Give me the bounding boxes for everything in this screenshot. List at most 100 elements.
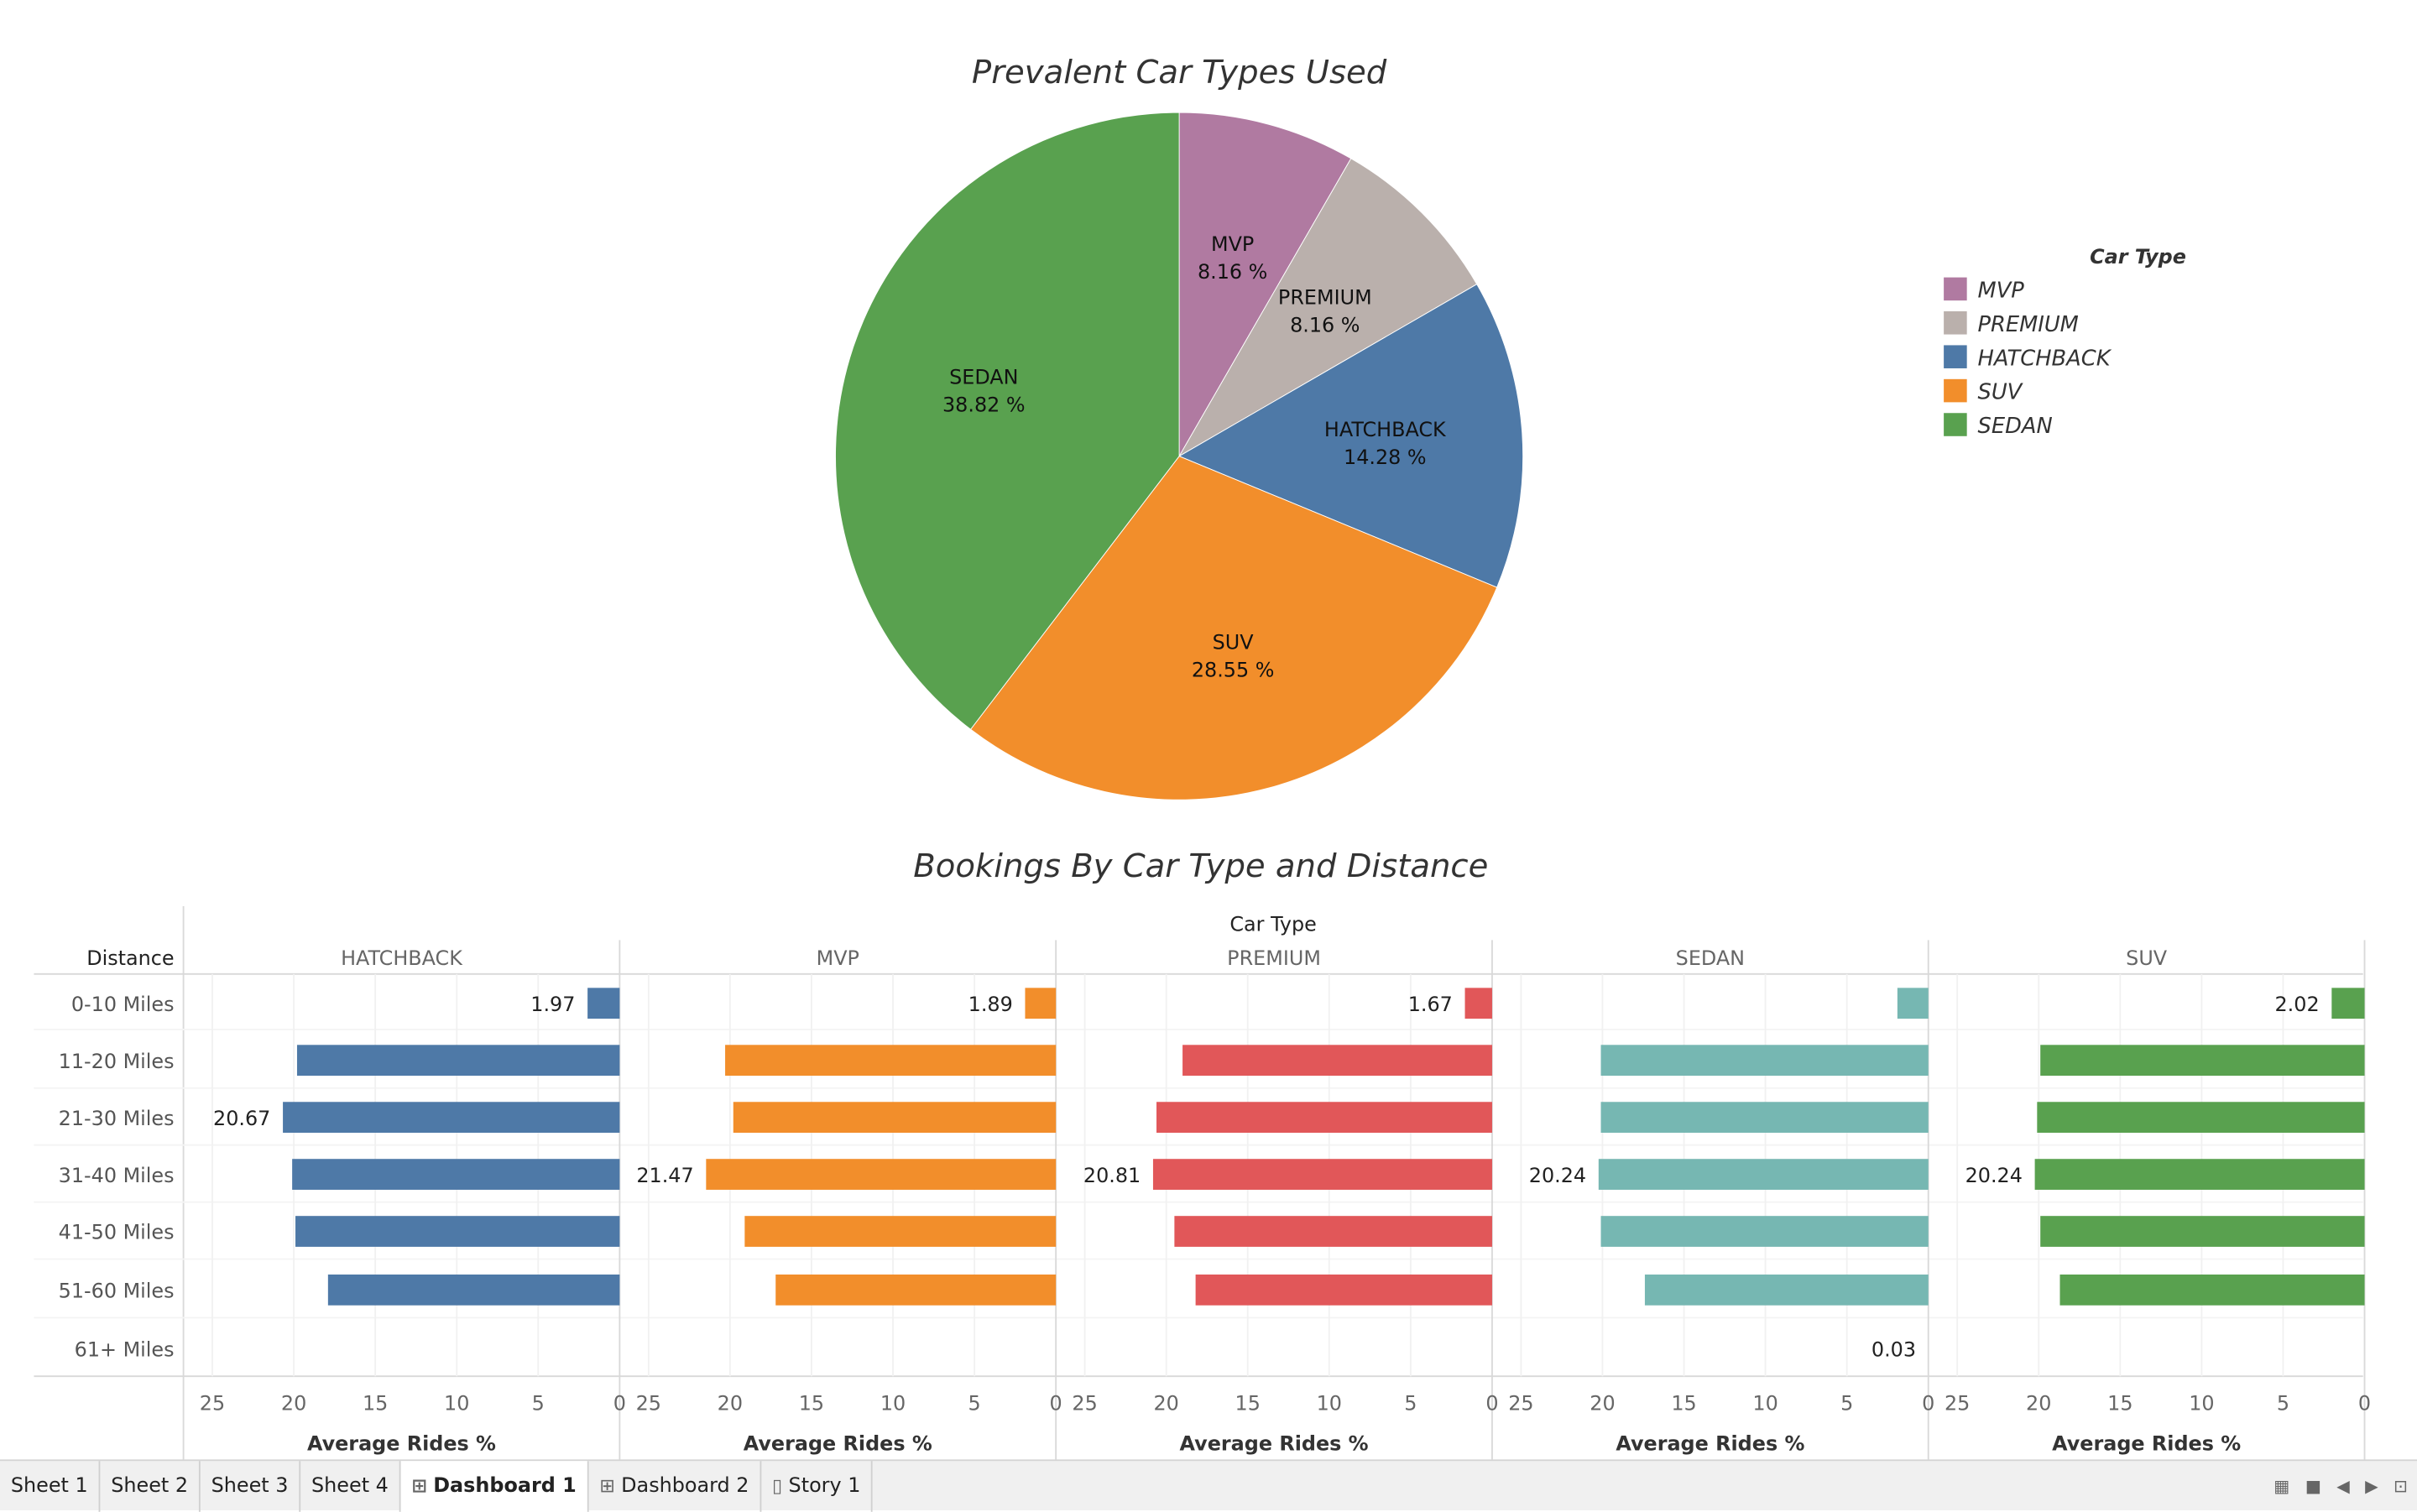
legend-item-hatchback[interactable]: HATCHBACK <box>1978 346 2112 371</box>
tab-label: Sheet 4 <box>311 1473 389 1498</box>
bar-mvp-1[interactable] <box>725 1045 1057 1077</box>
x-tick-label: 5 <box>1404 1392 1417 1416</box>
next-sheet-icon[interactable]: ▶ <box>2365 1476 2378 1497</box>
legend-item-suv[interactable]: SUV <box>1978 380 2024 405</box>
slice-label: MVP <box>1211 232 1254 256</box>
bar-mvp-5[interactable] <box>775 1274 1057 1306</box>
tab-label: Sheet 3 <box>211 1473 289 1498</box>
tab-dashboard-1[interactable]: ⊞ Dashboard 1 <box>400 1460 589 1511</box>
bar-premium-0[interactable] <box>1464 988 1492 1019</box>
legend-swatch[interactable] <box>1944 277 1967 301</box>
pie-slice-hatchback[interactable] <box>1178 284 1524 588</box>
bar-chart-title: Bookings By Car Type and Distance <box>913 847 1488 885</box>
legend-swatch[interactable] <box>1944 311 1967 335</box>
slice-value-label: 28.55 % <box>1192 659 1275 682</box>
legend-swatch[interactable] <box>1944 378 1967 403</box>
bar-sedan-2[interactable] <box>1600 1102 1929 1133</box>
tab-sheet-3[interactable]: Sheet 3 <box>201 1460 301 1511</box>
bar-mvp-3[interactable] <box>706 1159 1057 1190</box>
bar-premium-4[interactable] <box>1174 1216 1492 1247</box>
x-tick-label: 20 <box>718 1392 743 1416</box>
pie-slice-sedan[interactable] <box>835 112 1180 730</box>
x-tick-label: 25 <box>636 1392 661 1416</box>
filmstrip-icon[interactable]: ■ <box>2305 1476 2321 1497</box>
bar-sedan-5[interactable] <box>1644 1274 1929 1306</box>
panel-header-mvp: MVP <box>817 946 859 970</box>
status-bar-controls: ▦ ■ ◀ ▶ ⊡ <box>2273 1461 2417 1512</box>
x-tick-label: 5 <box>1840 1392 1853 1416</box>
tab-label: Story 1 <box>788 1473 861 1498</box>
pie-slice-mvp[interactable] <box>1178 112 1352 458</box>
row-label: 31-40 Miles <box>59 1164 175 1187</box>
tab-label: Sheet 1 <box>10 1473 88 1498</box>
x-tick-label: 5 <box>2277 1392 2289 1416</box>
x-tick-label: 20 <box>281 1392 306 1416</box>
tab-dashboard-2[interactable]: ⊞ Dashboard 2 <box>588 1460 762 1511</box>
bar-premium-1[interactable] <box>1182 1045 1492 1077</box>
bar-hatchback-4[interactable] <box>295 1216 620 1247</box>
bar-sedan-1[interactable] <box>1600 1045 1929 1077</box>
bar-suv-2[interactable] <box>2037 1102 2365 1133</box>
bar-hatchback-5[interactable] <box>327 1274 620 1306</box>
x-tick-label: 5 <box>532 1392 545 1416</box>
bar-suv-1[interactable] <box>2040 1045 2365 1077</box>
slice-value-label: 8.16 % <box>1198 260 1267 284</box>
pie-slice-suv[interactable] <box>969 456 1498 800</box>
bar-hatchback-3[interactable] <box>292 1159 620 1190</box>
bar-sedan-4[interactable] <box>1600 1216 1929 1247</box>
data-label: 1.89 <box>968 993 1013 1016</box>
bar-suv-0[interactable] <box>2331 988 2365 1019</box>
dashboard-icon: ⊞ <box>599 1473 615 1496</box>
bar-sedan-0[interactable] <box>1897 988 1929 1019</box>
slice-value-label: 8.16 % <box>1290 314 1360 337</box>
bar-premium-2[interactable] <box>1156 1102 1492 1133</box>
legend-swatch[interactable] <box>1944 413 1967 436</box>
x-tick-label: 25 <box>200 1392 225 1416</box>
data-label: 20.24 <box>1529 1164 1586 1187</box>
bar-mvp-2[interactable] <box>733 1102 1057 1133</box>
legend-item-mvp[interactable]: MVP <box>1978 278 2025 303</box>
bar-hatchback-1[interactable] <box>296 1045 620 1077</box>
x-tick-label: 15 <box>799 1392 824 1416</box>
bar-mvp-4[interactable] <box>744 1216 1057 1247</box>
tab-label: Sheet 2 <box>111 1473 189 1498</box>
tab-sheet-1[interactable]: Sheet 1 <box>0 1460 101 1511</box>
row-label: 0-10 Miles <box>71 993 175 1016</box>
pie-chart-title: Prevalent Car Types Used <box>972 54 1387 91</box>
grid-view-icon[interactable]: ▦ <box>2273 1476 2290 1497</box>
tab-story-1[interactable]: ▯ Story 1 <box>761 1460 874 1511</box>
legend-title: Car Type <box>2090 245 2186 269</box>
legend-item-premium[interactable]: PREMIUM <box>1978 312 2079 337</box>
slice-label: PREMIUM <box>1278 285 1372 309</box>
tab-sheet-4[interactable]: Sheet 4 <box>300 1460 401 1511</box>
bar-sedan-3[interactable] <box>1598 1159 1929 1190</box>
x-tick-label: 20 <box>1153 1392 1178 1416</box>
prev-sheet-icon[interactable]: ◀ <box>2336 1476 2350 1497</box>
x-tick-label: 25 <box>1508 1392 1533 1416</box>
bar-suv-5[interactable] <box>2059 1274 2365 1306</box>
bar-premium-3[interactable] <box>1152 1159 1492 1190</box>
pie-slice-premium[interactable] <box>1177 158 1478 457</box>
tab-sheet-2[interactable]: Sheet 2 <box>100 1460 201 1511</box>
x-tick-label: 0 <box>1050 1392 1062 1416</box>
data-label: 20.67 <box>213 1107 270 1130</box>
x-tick-label: 15 <box>1671 1392 1696 1416</box>
x-tick-label: 10 <box>1752 1392 1778 1416</box>
bar-premium-5[interactable] <box>1195 1274 1492 1306</box>
x-tick-label: 15 <box>1235 1392 1261 1416</box>
bar-suv-4[interactable] <box>2040 1216 2365 1247</box>
dashboard-icon: ⊞ <box>411 1473 427 1496</box>
tab-label: Dashboard 2 <box>621 1473 749 1498</box>
legend-item-sedan[interactable]: SEDAN <box>1978 414 2053 439</box>
data-label: 0.03 <box>1871 1337 1916 1361</box>
bar-mvp-0[interactable] <box>1025 988 1057 1019</box>
legend-swatch[interactable] <box>1944 345 1967 368</box>
row-label: 11-20 Miles <box>59 1050 175 1073</box>
presentation-icon[interactable]: ⊡ <box>2394 1476 2408 1497</box>
slice-value-label: 38.82 % <box>942 394 1026 417</box>
x-axis-title: Average Rides % <box>307 1431 496 1455</box>
bar-suv-3[interactable] <box>2034 1159 2365 1190</box>
bar-hatchback-2[interactable] <box>283 1102 620 1133</box>
bar-hatchback-0[interactable] <box>587 988 620 1019</box>
x-axis-title: Average Rides % <box>1180 1431 1369 1455</box>
